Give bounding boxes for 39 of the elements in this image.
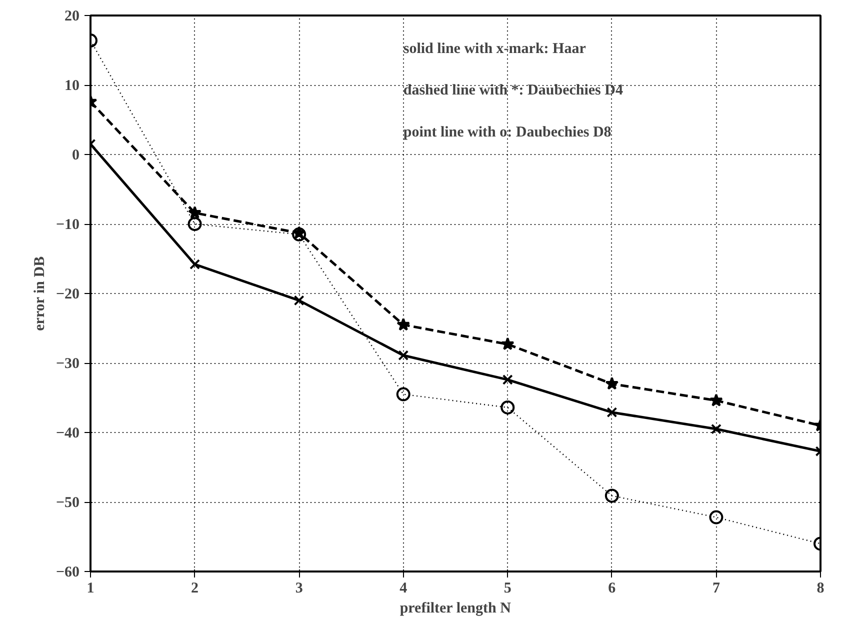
point	[396, 387, 410, 402]
annotation: point line with o: Daubechies D8	[403, 124, 612, 140]
annotation: solid line with x-mark: Haar	[403, 40, 586, 57]
y-tick-label: −60	[56, 564, 80, 580]
point	[500, 337, 514, 350]
x-tick-label: 8	[816, 580, 824, 596]
point	[188, 217, 202, 231]
y-tick-label: −20	[56, 286, 80, 302]
y-tick-label: −40	[56, 426, 80, 442]
point	[709, 510, 724, 524]
y-tick-label: −10	[56, 217, 80, 233]
annotation: dashed line with *: Daubechies D4	[403, 82, 624, 99]
x-tick-label: 3	[295, 580, 303, 596]
y-tick-label: 10	[64, 78, 80, 94]
x-tick-label: 6	[608, 580, 616, 596]
x-tick-label: 4	[400, 580, 408, 596]
point	[396, 318, 410, 331]
point	[190, 259, 200, 270]
point	[710, 424, 722, 434]
point	[606, 407, 618, 418]
y-tick-label: 0	[72, 148, 80, 164]
x-tick-label: 5	[504, 580, 512, 596]
x-axis-title: prefilter length N	[400, 600, 512, 616]
x-tick-label: 7	[712, 580, 720, 596]
point	[398, 350, 409, 361]
point	[188, 206, 202, 219]
y-tick-label: −50	[56, 495, 80, 511]
y-tick-label: 20	[64, 8, 80, 24]
y-axis-title: error in DB	[32, 256, 48, 331]
point	[604, 488, 619, 503]
point	[292, 227, 306, 242]
point	[605, 376, 619, 390]
point	[500, 400, 515, 414]
point	[294, 295, 304, 306]
x-tick-label: 1	[86, 580, 94, 596]
point	[502, 374, 513, 385]
y-tick-label: −30	[56, 356, 80, 372]
x-tick-label: 2	[191, 580, 199, 596]
point	[710, 394, 723, 406]
